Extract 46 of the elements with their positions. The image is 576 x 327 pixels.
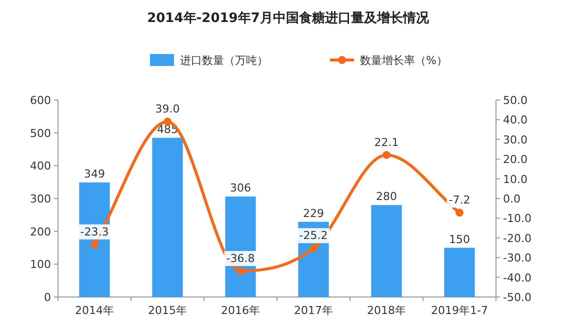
y2-tick-label: -10.0 xyxy=(503,212,532,226)
data-label: -23.3 xyxy=(80,225,109,238)
y2-tick-label: 40.0 xyxy=(503,114,528,127)
point xyxy=(456,208,464,217)
data-label: 22.1 xyxy=(374,136,399,149)
x-tick-label: 2014年 xyxy=(75,304,114,317)
y-tick-label: 100 xyxy=(30,258,51,272)
x-tick-label: 2017年 xyxy=(294,304,333,317)
y-tick-label: 400 xyxy=(30,160,51,173)
bar xyxy=(444,248,475,297)
y2-tick-label: 20.0 xyxy=(503,153,528,166)
point xyxy=(310,244,318,252)
point xyxy=(236,266,244,275)
point xyxy=(90,240,98,248)
legend-label: 数量增长率（%） xyxy=(360,54,448,67)
y-tick-label: 300 xyxy=(30,192,51,206)
data-label: 349 xyxy=(84,167,105,180)
data-label: 229 xyxy=(303,206,324,220)
data-label: 39.0 xyxy=(155,102,180,116)
y2-tick-label: 0.0 xyxy=(503,192,520,206)
legend-label: 进口数量（万吨） xyxy=(180,54,268,67)
x-tick-label: 2016年 xyxy=(221,304,260,317)
y2-tick-label: -30.0 xyxy=(503,252,532,265)
data-label: -36.8 xyxy=(226,252,255,265)
y2-tick-label: -50.0 xyxy=(503,291,532,304)
y2-tick-label: -40.0 xyxy=(503,271,532,284)
data-label: 150 xyxy=(449,232,470,246)
y-tick-label: 600 xyxy=(30,94,51,107)
data-label: -25.2 xyxy=(299,229,328,242)
x-tick-label: 2018年 xyxy=(367,304,406,317)
y-tick-label: 500 xyxy=(30,126,51,140)
y2-tick-label: 50.0 xyxy=(503,94,528,107)
chart-title: 2014年-2019年7月中国食糖进口量及增长情况 xyxy=(147,10,430,26)
data-label: 306 xyxy=(230,182,251,195)
y2-tick-label: 10.0 xyxy=(503,172,528,186)
data-label: 280 xyxy=(376,190,397,204)
x-tick-label: 2015年 xyxy=(148,304,187,317)
y-tick-label: 0 xyxy=(44,291,51,304)
x-tick-label: 2019年1-7 xyxy=(431,304,488,317)
bar xyxy=(371,205,402,297)
bar xyxy=(152,138,183,297)
data-label: -7.2 xyxy=(448,194,470,207)
point xyxy=(382,150,390,159)
y-tick-label: 200 xyxy=(30,225,51,238)
y2-tick-label: -20.0 xyxy=(503,232,532,245)
y2-tick-label: 30.0 xyxy=(503,133,528,146)
